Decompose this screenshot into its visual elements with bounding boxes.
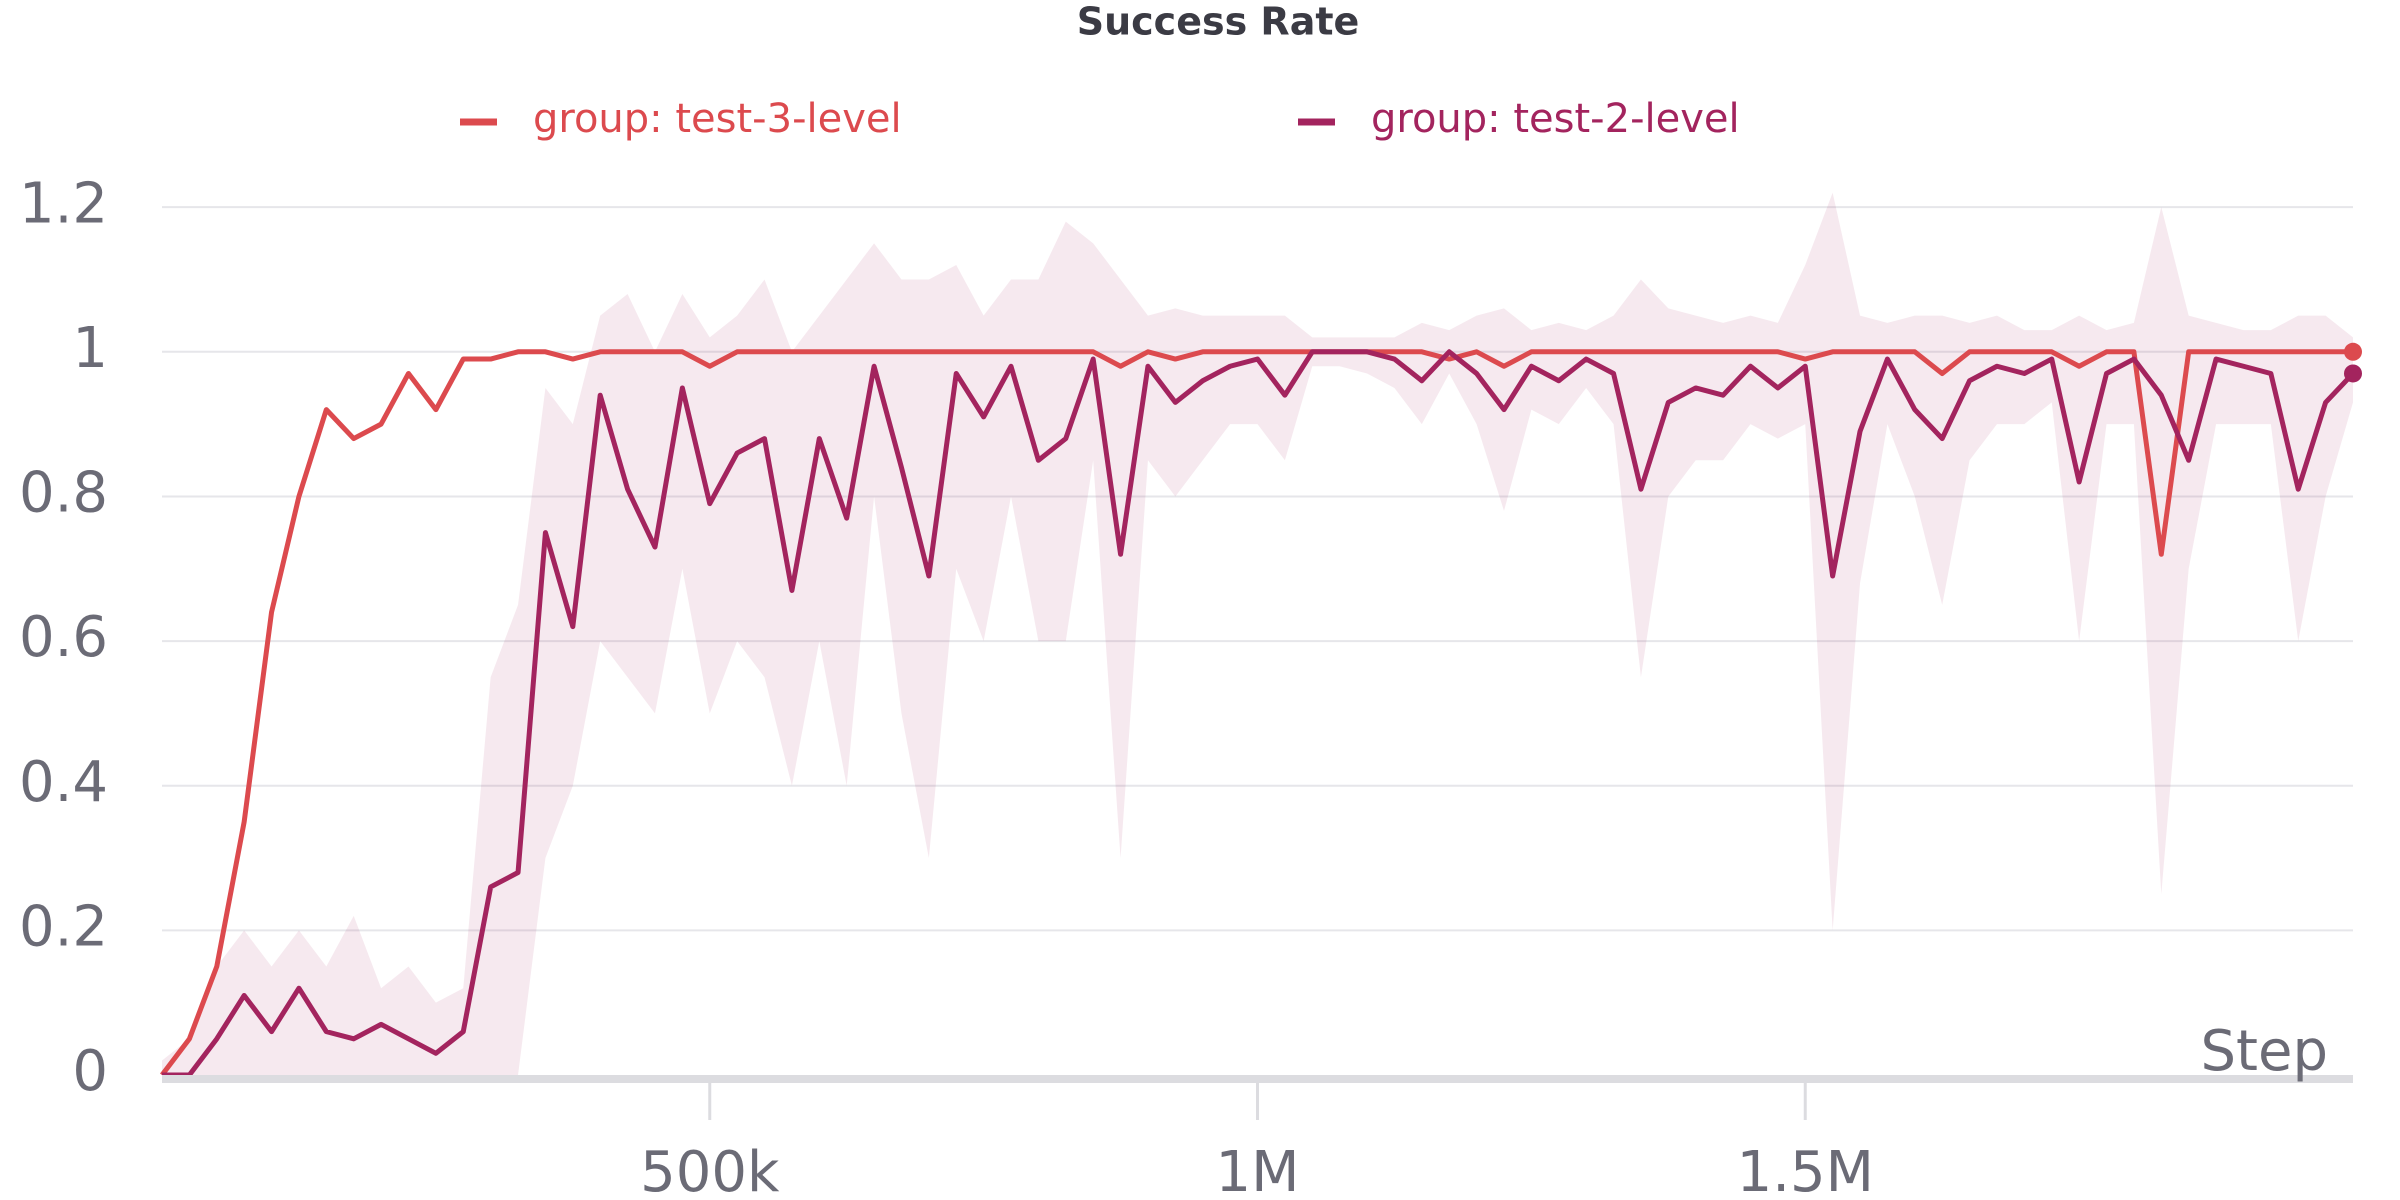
lines [160, 342, 2362, 1078]
x-tick-label: 1M [1216, 1140, 1300, 1200]
y-tick-label: 0 [72, 1039, 108, 1104]
y-tick-label: 1.2 [19, 171, 108, 236]
end-point [2344, 342, 2362, 361]
series-line [160, 349, 2353, 1077]
y-tick-label: 0.4 [19, 750, 108, 815]
x-axis-label: Step [2200, 1019, 2328, 1084]
legend-label: group: test-2-level [1371, 96, 1740, 142]
y-tick-label: 0.6 [19, 605, 108, 670]
band [162, 192, 2353, 1076]
axes: 0 0.2 0.4 0.6 0.8 1 1.2 500k 1M 1.5M [19, 171, 2353, 1200]
series-line [162, 349, 2355, 1078]
x-tick-label: 500k [640, 1140, 780, 1200]
y-tick-label: 1 [72, 316, 108, 381]
end-point [2344, 364, 2362, 383]
y-tick-label: 0.8 [19, 461, 108, 526]
bands [162, 192, 2353, 1076]
y-tick-label: 0.2 [19, 895, 108, 960]
x-tick-label: 1.5M [1737, 1140, 1874, 1200]
chart-title: Success Rate [1077, 0, 1360, 44]
legend-label: group: test-3-level [533, 96, 902, 142]
